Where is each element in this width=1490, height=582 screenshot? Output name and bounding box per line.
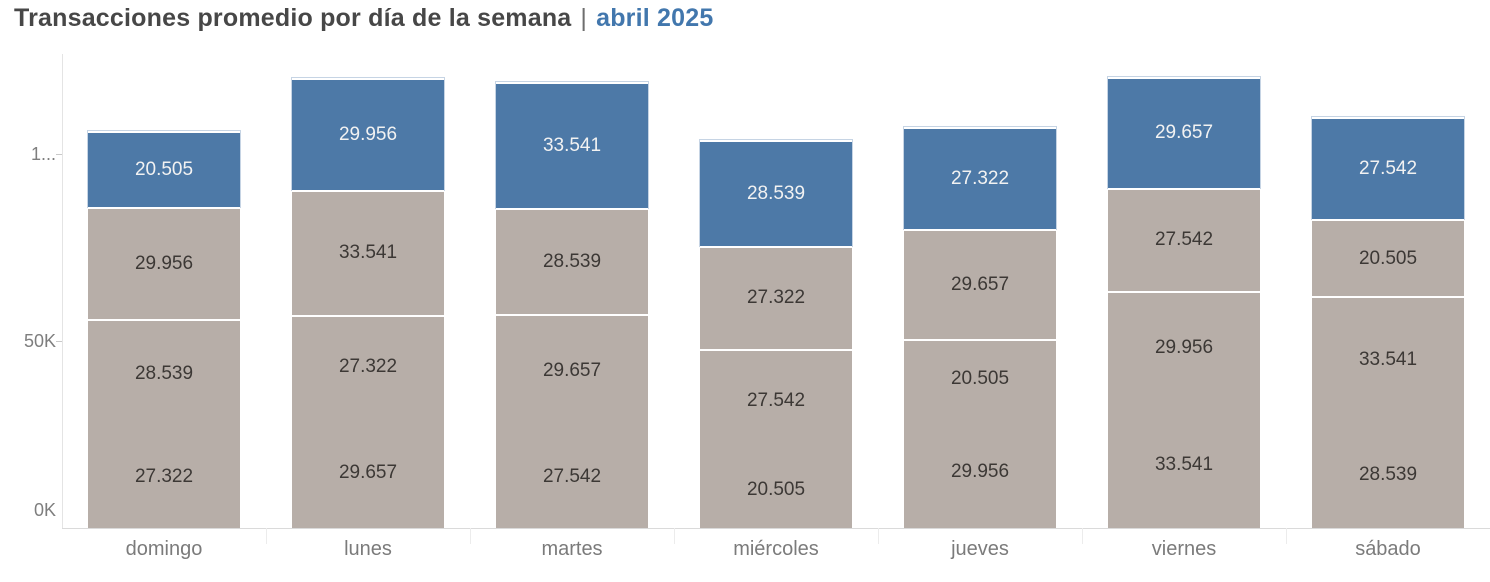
- x-axis-label-miércoles[interactable]: miércoles: [733, 538, 819, 560]
- segment-value-label: 29.956: [1154, 336, 1214, 358]
- x-axis-column-separator: [878, 528, 879, 544]
- segment-value-label: 20.505: [950, 367, 1010, 389]
- bar-segment-martes-2[interactable]: 28.539: [496, 207, 648, 315]
- bar-lunes[interactable]: 29.657 27.322 33.541 29.956: [292, 77, 444, 528]
- segment-value-label: 27.322: [134, 465, 194, 487]
- segment-value-label: 20.505: [746, 478, 806, 500]
- segment-value-label: 29.956: [134, 253, 194, 275]
- x-axis-column-separator: [266, 528, 267, 544]
- segment-value-label: 33.541: [1358, 348, 1418, 370]
- bar-miércoles[interactable]: 20.505 27.542 27.322 28.539: [700, 139, 852, 528]
- bar-segment-lunes-2[interactable]: 33.541: [292, 189, 444, 316]
- bar-segment-miércoles-0[interactable]: 20.505: [700, 451, 852, 528]
- bars-layer: 27.322 28.539 29.956 20.505 29.657 27.322 33.5…: [62, 55, 1490, 528]
- x-axis-label-martes[interactable]: martes: [541, 538, 603, 560]
- y-axis-tick-mark: [56, 154, 62, 156]
- bar-segment-sábado-1[interactable]: 33.541: [1312, 296, 1464, 422]
- bar-segment-lunes-0[interactable]: 29.657: [292, 417, 444, 528]
- bar-segment-viernes-2[interactable]: 27.542: [1108, 187, 1260, 291]
- bar-segment-martes-0[interactable]: 27.542: [496, 425, 648, 528]
- x-axis-label-sábado[interactable]: sábado: [1355, 538, 1421, 560]
- segment-value-label: 29.657: [1154, 122, 1214, 144]
- y-axis-tick-label-2: 1...: [30, 144, 56, 165]
- bar-segment-miércoles-3[interactable]: 28.539: [700, 139, 852, 247]
- chart-title: Transacciones promedio por día de la sem…: [14, 4, 713, 33]
- bar-segment-sábado-3[interactable]: 27.542: [1312, 116, 1464, 220]
- segment-value-label: 27.542: [1154, 229, 1214, 251]
- bar-martes[interactable]: 27.542 29.657 28.539 33.541: [496, 82, 648, 528]
- segment-value-label: 29.657: [542, 359, 602, 381]
- chart-title-main: Transacciones promedio por día de la sem…: [14, 4, 572, 32]
- chart-title-separator: |: [580, 4, 588, 32]
- x-axis-label-lunes[interactable]: lunes: [344, 538, 392, 560]
- bar-segment-jueves-2[interactable]: 29.657: [904, 228, 1056, 340]
- bar-segment-domingo-3[interactable]: 20.505: [88, 130, 240, 208]
- bar-segment-jueves-0[interactable]: 29.956: [904, 416, 1056, 528]
- bar-segment-jueves-1[interactable]: 20.505: [904, 339, 1056, 417]
- y-axis-tick-mark: [56, 341, 62, 343]
- segment-value-label: 27.322: [950, 167, 1010, 189]
- x-axis-column-separator: [674, 528, 675, 544]
- segment-value-label: 33.541: [542, 135, 602, 157]
- bar-segment-viernes-3[interactable]: 29.657: [1108, 77, 1260, 188]
- bar-segment-viernes-1[interactable]: 29.956: [1108, 290, 1260, 403]
- segment-value-label: 29.956: [950, 461, 1010, 483]
- x-axis-label-domingo[interactable]: domingo: [125, 538, 203, 560]
- bar-segment-domingo-2[interactable]: 29.956: [88, 207, 240, 320]
- bar-segment-domingo-1[interactable]: 28.539: [88, 319, 240, 426]
- y-axis-tick-label-1: 50K: [23, 331, 56, 352]
- segment-value-label: 29.657: [950, 274, 1010, 296]
- bar-domingo[interactable]: 27.322 28.539 29.956 20.505: [88, 130, 240, 528]
- segment-value-label: 20.505: [1358, 247, 1418, 269]
- segment-value-label: 27.322: [746, 287, 806, 309]
- bar-segment-miércoles-1[interactable]: 27.542: [700, 348, 852, 452]
- x-axis-line: [62, 528, 1490, 529]
- segment-value-label: 33.541: [338, 242, 398, 264]
- x-axis-column-separator: [1082, 528, 1083, 544]
- segment-value-label: 33.541: [1154, 454, 1214, 476]
- segment-value-label: 27.542: [1358, 158, 1418, 179]
- segment-value-label: 27.322: [338, 356, 398, 378]
- bar-segment-miércoles-2[interactable]: 27.322: [700, 246, 852, 349]
- x-axis-label-jueves[interactable]: jueves: [951, 538, 1009, 560]
- segment-value-label: 28.539: [1358, 463, 1418, 485]
- segment-value-label: 29.956: [338, 123, 398, 145]
- segment-value-label: 27.542: [542, 465, 602, 487]
- bar-jueves[interactable]: 29.956 20.505 29.657 27.322: [904, 126, 1056, 528]
- bar-segment-martes-3[interactable]: 33.541: [496, 82, 648, 208]
- bar-segment-lunes-1[interactable]: 27.322: [292, 315, 444, 418]
- segment-value-label: 20.505: [134, 159, 194, 181]
- x-axis-column-separator: [1286, 528, 1287, 544]
- bar-segment-sábado-2[interactable]: 20.505: [1312, 219, 1464, 297]
- bar-viernes[interactable]: 33.541 29.956 27.542 29.657: [1108, 77, 1260, 528]
- bar-segment-viernes-0[interactable]: 33.541: [1108, 402, 1260, 528]
- x-axis-column-separator: [470, 528, 471, 544]
- segment-value-label: 27.542: [746, 389, 806, 411]
- bar-segment-martes-1[interactable]: 29.657: [496, 314, 648, 426]
- bar-sábado[interactable]: 28.539 33.541 20.505 27.542: [1312, 116, 1464, 528]
- segment-value-label: 29.657: [338, 461, 398, 483]
- bar-segment-sábado-0[interactable]: 28.539: [1312, 421, 1464, 528]
- y-axis-line: [62, 54, 63, 529]
- segment-value-label: 28.539: [542, 251, 602, 272]
- x-axis-label-viernes[interactable]: viernes: [1151, 538, 1217, 560]
- segment-value-label: 28.539: [134, 362, 194, 384]
- chart-title-period: abril 2025: [596, 4, 714, 32]
- segment-value-label: 28.539: [746, 183, 806, 205]
- bar-segment-jueves-3[interactable]: 27.322: [904, 126, 1056, 229]
- y-axis-tick-label-0: 0K: [33, 500, 56, 520]
- bar-segment-domingo-0[interactable]: 27.322: [88, 425, 240, 528]
- bar-segment-lunes-3[interactable]: 29.956: [292, 77, 444, 190]
